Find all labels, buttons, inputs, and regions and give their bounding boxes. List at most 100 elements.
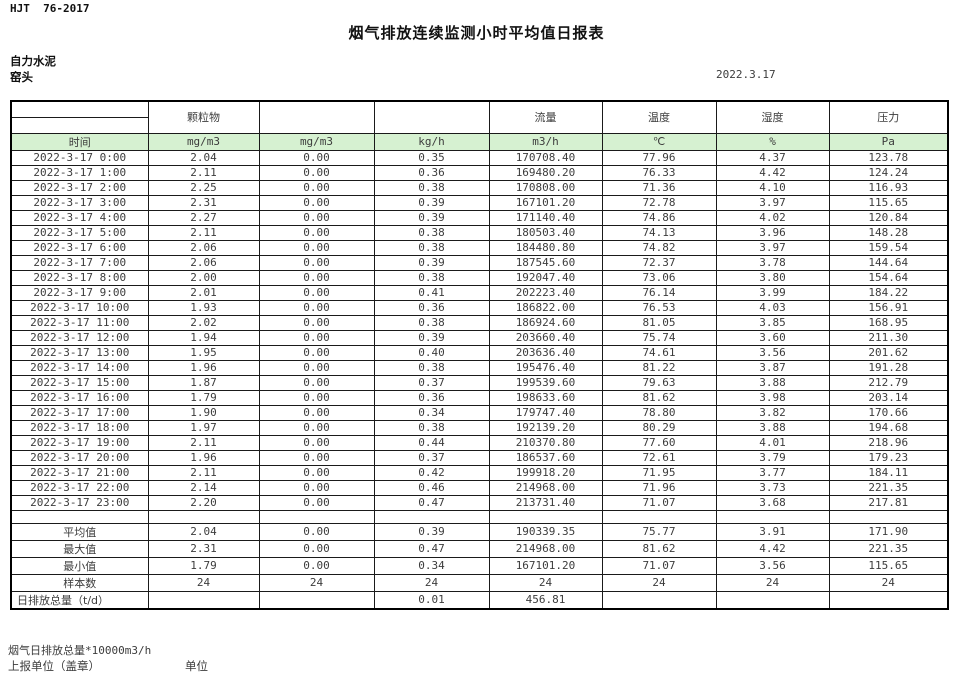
table-row: 2022-3-17 15:00 1.87 0.00 0.37 199539.60 79.6… xyxy=(10,374,949,391)
value-cell: 211.30 xyxy=(828,329,949,346)
value-cell: 76.14 xyxy=(601,284,717,301)
summary-value-cell: 456.81 xyxy=(488,590,603,609)
summary-value-cell: 4.42 xyxy=(715,539,830,558)
value-cell: 0.00 xyxy=(258,329,375,346)
value-cell: 1.87 xyxy=(147,374,260,391)
summary-value-cell xyxy=(715,590,830,609)
value-cell: 2.14 xyxy=(147,479,260,496)
value-cell: 3.78 xyxy=(715,254,830,271)
value-cell: 0.00 xyxy=(258,254,375,271)
summary-value-cell xyxy=(828,590,949,609)
summary-value-cell: 1.79 xyxy=(147,556,260,575)
value-cell: 0.39 xyxy=(373,194,490,211)
time-cell: 2022-3-17 0:00 xyxy=(10,149,149,166)
summary-value-cell: 0.00 xyxy=(258,522,375,541)
value-cell: 0.41 xyxy=(373,284,490,301)
value-cell: 124.24 xyxy=(828,164,949,181)
value-cell: 203636.40 xyxy=(488,344,603,361)
value-cell: 3.60 xyxy=(715,329,830,346)
value-cell: 169480.20 xyxy=(488,164,603,181)
value-cell: 4.42 xyxy=(715,164,830,181)
value-cell: 4.03 xyxy=(715,299,830,316)
value-cell: 186537.60 xyxy=(488,449,603,466)
summary-value-cell: 221.35 xyxy=(828,539,949,558)
company-name: 自力水泥 xyxy=(10,54,56,68)
value-cell: 3.97 xyxy=(715,239,830,256)
time-cell: 2022-3-17 19:00 xyxy=(10,434,149,451)
corner-cell-bottom xyxy=(10,116,149,134)
value-cell: 71.07 xyxy=(601,494,717,511)
value-cell: 0.38 xyxy=(373,314,490,331)
unit-cell: ℃ xyxy=(601,132,717,151)
table-row: 2022-3-17 6:00 2.06 0.00 0.38 184480.80 74.82… xyxy=(10,239,949,256)
time-cell: 2022-3-17 7:00 xyxy=(10,254,149,271)
value-cell: 212.79 xyxy=(828,374,949,391)
value-cell: 0.00 xyxy=(258,194,375,211)
value-cell: 0.00 xyxy=(258,314,375,331)
value-cell: 77.60 xyxy=(601,434,717,451)
value-cell: 79.63 xyxy=(601,374,717,391)
value-cell: 0.36 xyxy=(373,389,490,406)
value-cell: 1.95 xyxy=(147,344,260,361)
unit-cell: % xyxy=(715,132,830,151)
table-row: 2022-3-17 19:00 2.11 0.00 0.44 210370.80 77.6… xyxy=(10,434,949,451)
value-cell: 0.34 xyxy=(373,404,490,421)
value-cell: 2.11 xyxy=(147,464,260,481)
time-cell: 2022-3-17 11:00 xyxy=(10,314,149,331)
value-cell: 0.39 xyxy=(373,254,490,271)
group-header-humidity: 湿度 xyxy=(715,100,830,134)
value-cell: 0.38 xyxy=(373,269,490,286)
table-row: 2022-3-17 21:00 2.11 0.00 0.42 199918.20 71.9… xyxy=(10,464,949,481)
value-cell: 170.66 xyxy=(828,404,949,421)
spacer-cell xyxy=(373,509,490,524)
value-cell: 214968.00 xyxy=(488,479,603,496)
summary-value-cell xyxy=(147,590,260,609)
summary-value-cell: 0.39 xyxy=(373,522,490,541)
value-cell: 0.00 xyxy=(258,494,375,511)
summary-row: 平均值 2.04 0.00 0.39 190339.35 75.77 3.91 171.90 xyxy=(10,522,949,541)
spacer-cell xyxy=(10,509,149,524)
value-cell: 170808.00 xyxy=(488,179,603,196)
time-cell: 2022-3-17 5:00 xyxy=(10,224,149,241)
value-cell: 2.06 xyxy=(147,254,260,271)
value-cell: 3.88 xyxy=(715,419,830,436)
time-cell: 2022-3-17 9:00 xyxy=(10,284,149,301)
summary-value-cell: 0.01 xyxy=(373,590,490,609)
summary-value-cell: 0.47 xyxy=(373,539,490,558)
time-cell: 2022-3-17 3:00 xyxy=(10,194,149,211)
table-row: 2022-3-17 7:00 2.06 0.00 0.39 187545.60 72.37… xyxy=(10,254,949,271)
value-cell: 0.00 xyxy=(258,359,375,376)
summary-value-cell xyxy=(601,590,717,609)
value-cell: 187545.60 xyxy=(488,254,603,271)
value-cell: 184.22 xyxy=(828,284,949,301)
value-cell: 180503.40 xyxy=(488,224,603,241)
table-row: 2022-3-17 2:00 2.25 0.00 0.38 170808.00 71.36… xyxy=(10,179,949,196)
summary-label-cell: 样本数 xyxy=(10,573,149,592)
value-cell: 0.00 xyxy=(258,179,375,196)
units-row: 时间 mg/m3 mg/m3 kg/h m3/h ℃% Pa xyxy=(10,132,949,151)
value-cell: 1.97 xyxy=(147,419,260,436)
value-cell: 1.94 xyxy=(147,329,260,346)
report-table-body: 颗粒物 流量 温度 湿度 压力 时间 mg/m3 mg/m3 kg/h m3/h ℃% Pa… xyxy=(10,100,949,609)
group-header-pressure: 压力 xyxy=(828,100,949,134)
value-cell: 3.96 xyxy=(715,224,830,241)
spacer-cell xyxy=(488,509,603,524)
summary-value-cell xyxy=(258,590,375,609)
value-cell: 168.95 xyxy=(828,314,949,331)
value-cell: 2.11 xyxy=(147,224,260,241)
table-row: 2022-3-17 14:00 1.96 0.00 0.38 195476.40 81.2… xyxy=(10,359,949,376)
value-cell: 2.06 xyxy=(147,239,260,256)
table-row: 2022-3-17 4:00 2.27 0.00 0.39 171140.40 74.86… xyxy=(10,209,949,226)
value-cell: 184480.80 xyxy=(488,239,603,256)
summary-value-cell: 3.56 xyxy=(715,556,830,575)
group-header-temperature: 温度 xyxy=(601,100,717,134)
spacer-cell xyxy=(828,509,949,524)
summary-value-cell: 24 xyxy=(828,573,949,592)
time-cell: 2022-3-17 20:00 xyxy=(10,449,149,466)
value-cell: 1.79 xyxy=(147,389,260,406)
summary-value-cell: 24 xyxy=(601,573,717,592)
time-cell: 2022-3-17 8:00 xyxy=(10,269,149,286)
value-cell: 2.25 xyxy=(147,179,260,196)
value-cell: 0.46 xyxy=(373,479,490,496)
value-cell: 3.98 xyxy=(715,389,830,406)
